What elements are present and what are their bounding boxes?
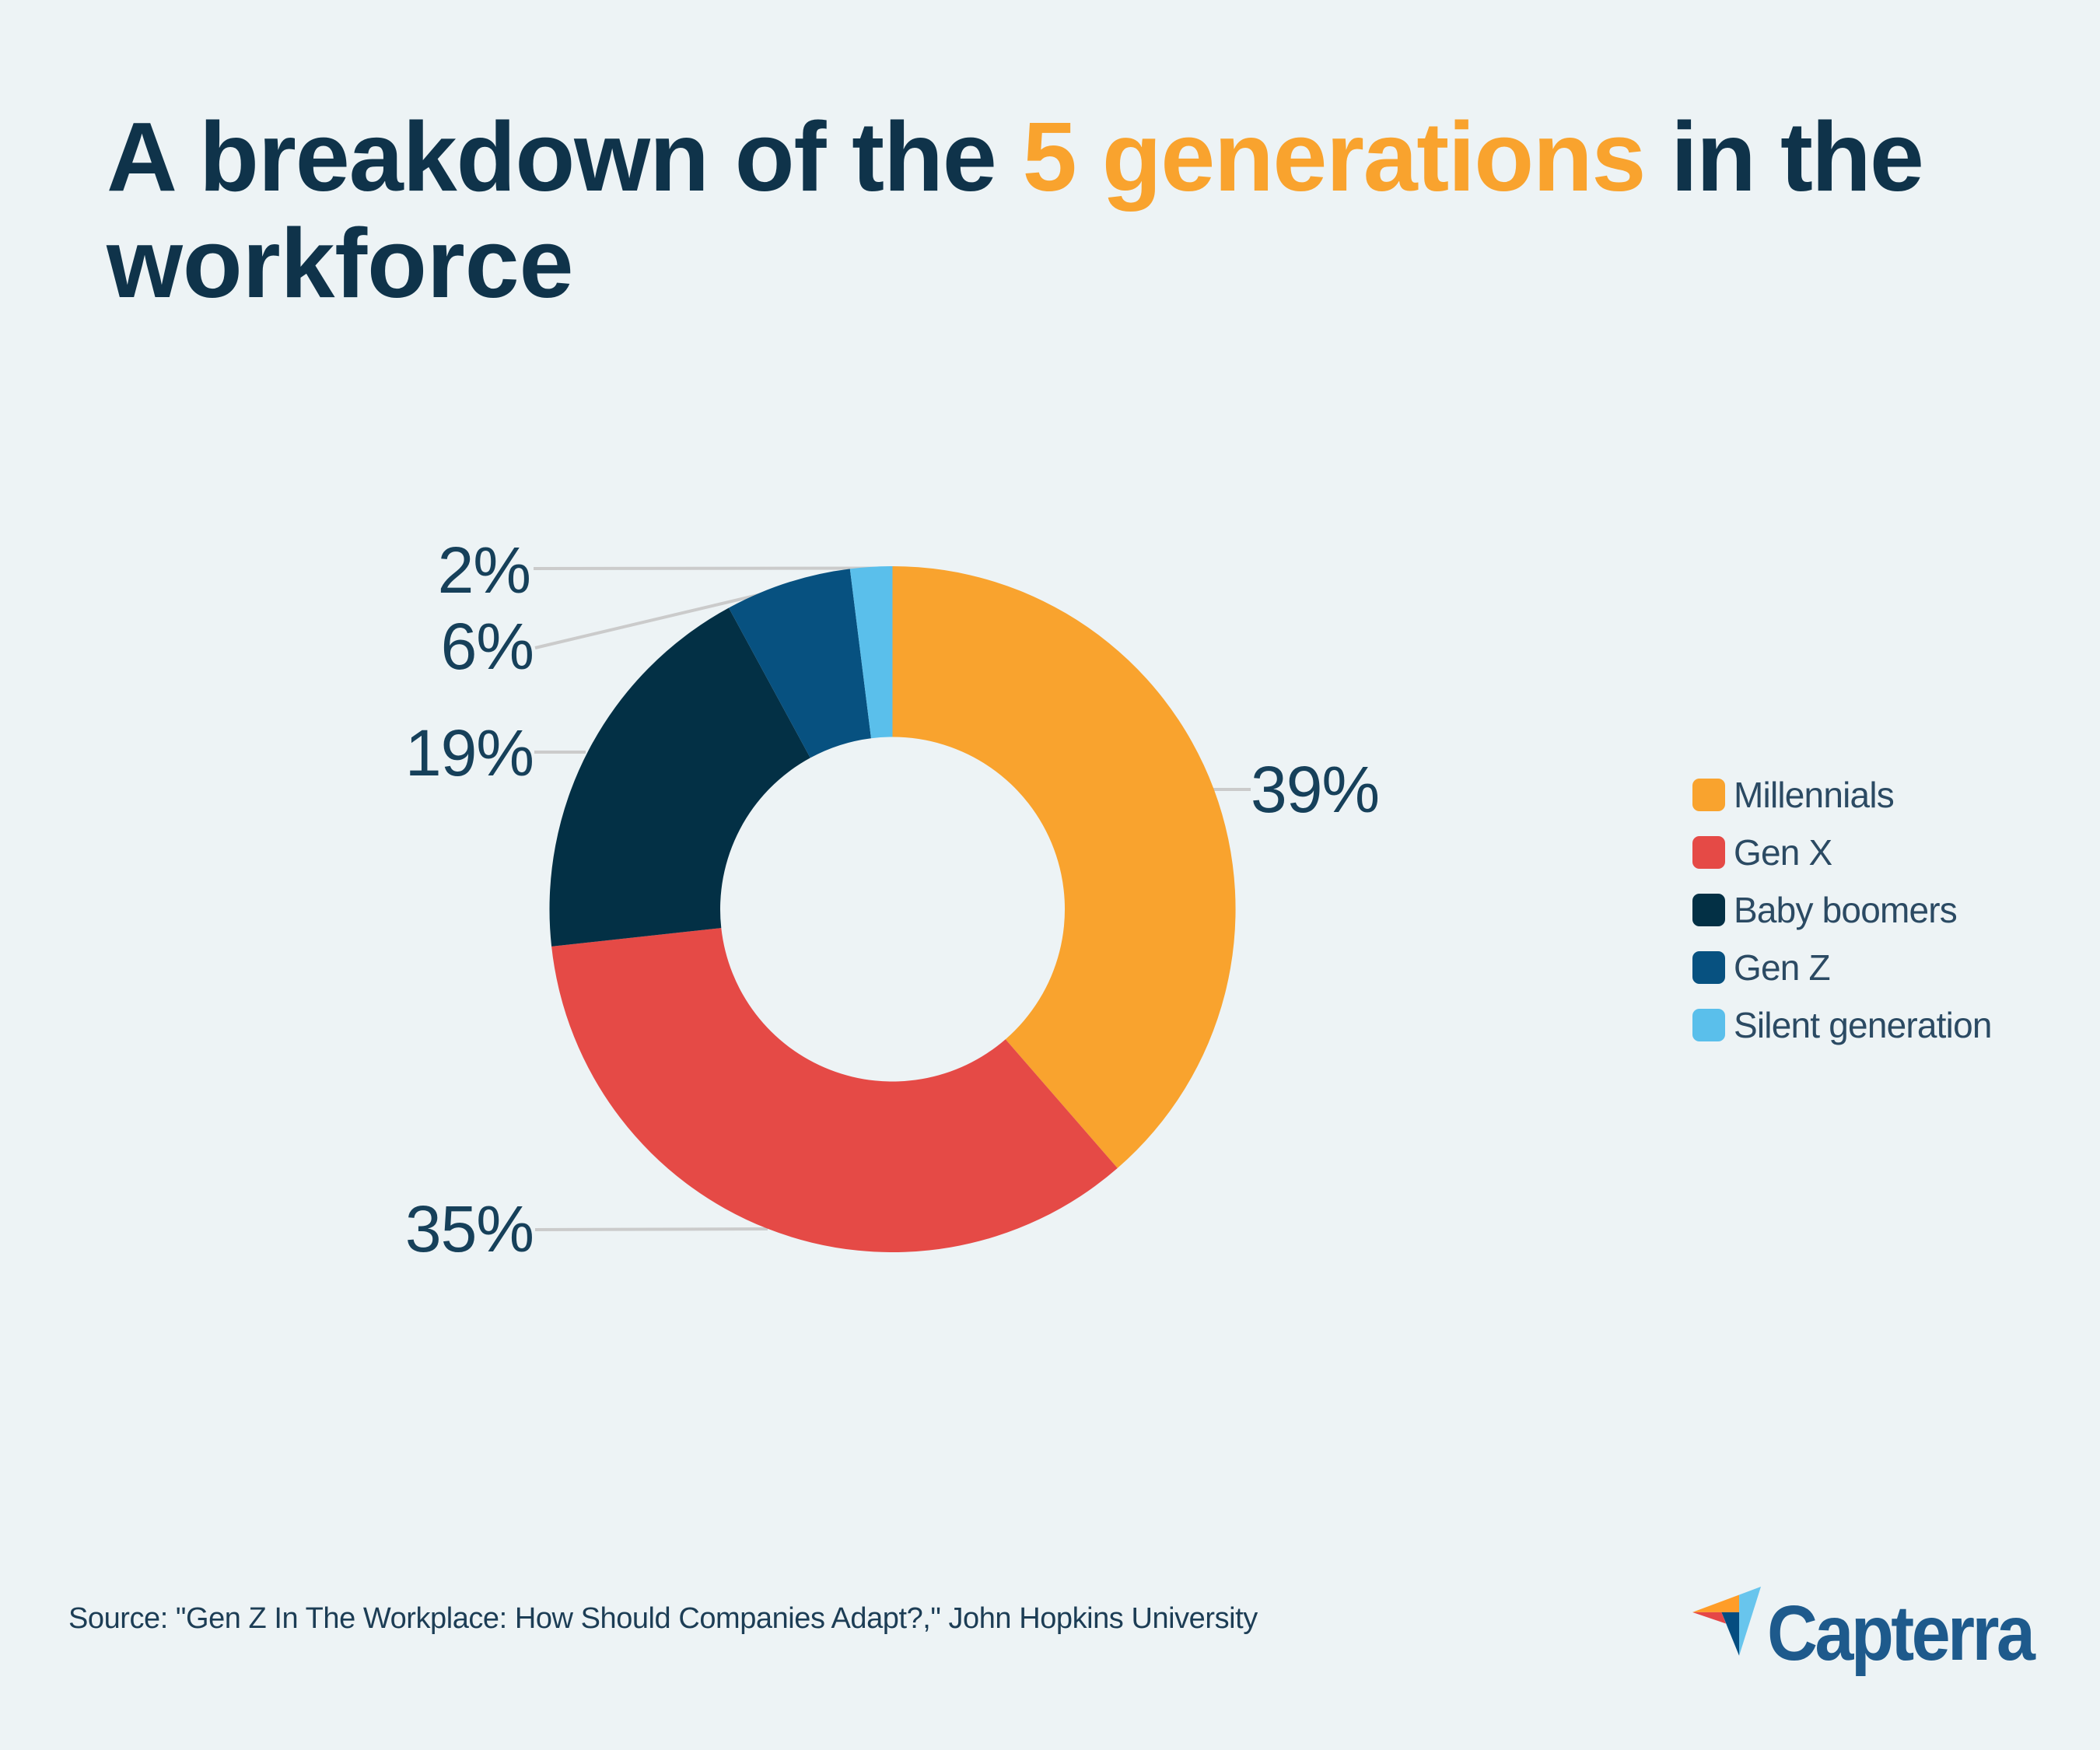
svg-text:Capterra: Capterra [1767, 1591, 2036, 1677]
